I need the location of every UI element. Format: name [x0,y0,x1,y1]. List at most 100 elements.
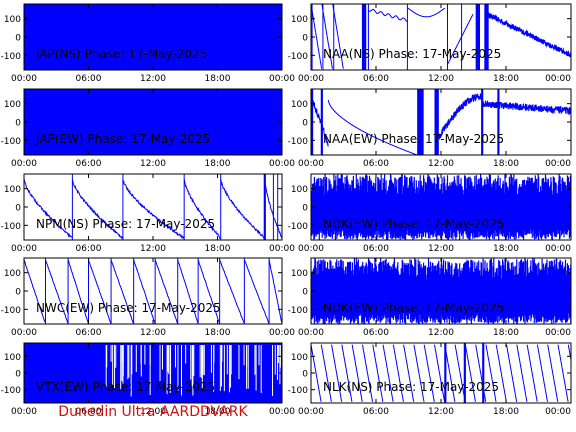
chart-panel-9: 100 0 -100 00:00 06:00 12:00 18:00 00:00 NLK(NS)… [288,342,572,417]
x-tick-label: 00:00 [11,407,37,417]
x-tick-label: 00:00 [545,74,571,84]
filled-band [475,4,480,70]
series-segment-3 [88,259,112,324]
y-tick-label: 100 [291,185,308,195]
series-segment-7 [382,344,394,402]
series-area [24,89,282,155]
series-segment-4 [351,344,363,402]
series-area [311,343,571,403]
y-tick-label: -100 [1,137,22,147]
filled-band [444,343,447,403]
x-tick-label: 18:00 [493,407,519,417]
series-line-a [311,96,329,147]
chart-panel-8: 100 0 -100 00:00 06:00 12:00 18:00 00:00 VTX(EW)… [1,342,295,417]
y-tick-label: -100 [1,386,22,396]
x-tick-label: 06:00 [76,244,102,254]
filled-band [263,174,266,240]
chart-panel-2: 100 0 -100 00:00 06:00 12:00 18:00 00:00 JAP(EW)… [1,88,295,169]
y-tick-label: 100 [4,269,21,279]
x-tick-label: 18:00 [493,159,519,169]
x-tick-label: 00:00 [298,244,324,254]
x-tick-label: 12:00 [140,159,166,169]
x-tick-label: 00:00 [11,159,37,169]
series-segment-13 [444,344,456,402]
series-segment-10 [243,259,270,324]
chart-panel-6: 100 0 -100 00:00 06:00 12:00 18:00 00:00 NWC(EW)… [1,257,295,338]
series-line-b [327,99,417,155]
series-area [311,258,571,324]
series-segment-1 [45,259,69,324]
series-area [311,4,571,70]
series-segment-2 [122,179,185,240]
series-line-c [438,93,571,140]
x-tick-label: 00:00 [269,407,295,417]
series-line [311,258,571,324]
chart-title: NDK(EW) Phase: 17-May-2025 [323,217,504,231]
series-segment-3 [341,344,353,402]
x-tick-label: 06:00 [363,74,389,84]
x-tick-label: 06:00 [76,74,102,84]
x-tick-label: 06:00 [76,159,102,169]
y-tick-label: 100 [291,100,308,110]
y-tick-label: 0 [302,34,308,44]
y-tick-label: -100 [1,52,22,62]
series-segment-3 [183,179,222,239]
x-tick-label: 12:00 [428,244,454,254]
y-tick-label: -100 [288,386,309,396]
x-tick-label: 00:00 [545,328,571,338]
x-tick-label: 00:00 [11,74,37,84]
series-segment-22 [536,344,548,402]
filled-band [497,89,500,155]
series-segment-1 [71,179,124,240]
series-segment-0 [24,178,73,238]
x-tick-label: 12:00 [428,74,454,84]
series-line-c [407,7,446,18]
x-tick-label: 00:00 [269,244,295,254]
series-area [24,343,282,403]
chart-title: NAA(NS) Phase: 17-May-2025 [323,47,501,61]
series-segment-9 [219,259,245,324]
chart-panel-5: 100 0 -100 00:00 06:00 12:00 18:00 00:00 NDK(EW)… [288,173,572,254]
chart-panel-3: 100 0 -100 00:00 06:00 12:00 18:00 00:00 NAA(EW)… [288,88,572,169]
x-tick-label: 00:00 [298,74,324,84]
x-tick-label: 12:00 [140,407,166,417]
series-segment-12 [434,344,446,402]
filled-band [463,343,466,403]
y-tick-label: -100 [288,306,309,316]
x-tick-label: 00:00 [11,244,37,254]
chart-panel-4: 100 0 -100 00:00 06:00 12:00 18:00 00:00 NPM(NS)… [1,173,295,254]
series-segment-18 [495,344,507,402]
x-tick-label: 18:00 [205,159,231,169]
x-tick-label: 18:00 [493,244,519,254]
x-tick-label: 00:00 [11,328,37,338]
y-tick-label: 100 [291,269,308,279]
x-tick-label: 00:00 [298,328,324,338]
y-tick-label: 0 [302,370,308,380]
x-tick-label: 12:00 [428,159,454,169]
y-tick-label: 0 [302,119,308,129]
series-area [24,258,282,324]
x-tick-label: 18:00 [493,74,519,84]
y-tick-label: 100 [291,15,308,25]
series-segment-8 [197,259,221,324]
filled-band [482,343,485,403]
series-segment-15 [464,344,476,402]
x-tick-label: 18:00 [205,244,231,254]
series-segment-6 [372,344,384,402]
series-fill [24,4,282,70]
series-segment-21 [526,344,538,402]
series-line-d [447,13,474,65]
y-tick-label: 0 [15,204,21,214]
filled-band [320,89,323,155]
y-tick-label: 0 [15,370,21,380]
x-tick-label: 12:00 [140,74,166,84]
y-tick-label: 100 [4,100,21,110]
x-tick-label: 00:00 [545,244,571,254]
y-tick-label: -100 [1,222,22,232]
x-tick-label: 00:00 [269,159,295,169]
series-segment-5 [362,344,373,402]
y-tick-label: 0 [302,288,308,298]
series-segment-11 [268,259,282,324]
x-tick-label: 06:00 [76,328,102,338]
chart-title: NPM(NS) Phase: 17-May-2025 [36,217,215,231]
